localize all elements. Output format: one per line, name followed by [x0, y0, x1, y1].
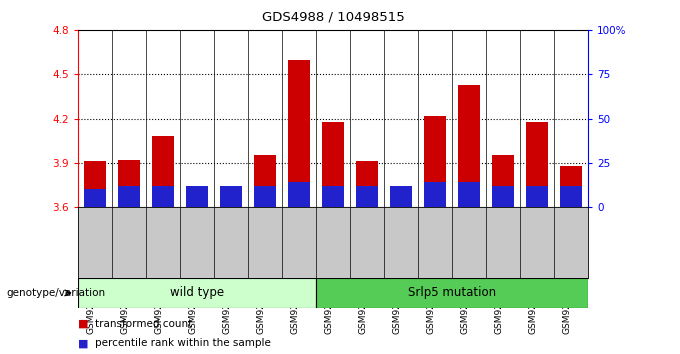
Bar — [390, 188, 412, 207]
Bar — [316, 278, 588, 308]
Bar — [560, 166, 582, 207]
Text: transformed count: transformed count — [95, 319, 192, 329]
Bar — [152, 186, 174, 207]
Bar — [424, 116, 446, 207]
Bar — [118, 186, 140, 207]
Text: Srlp5 mutation: Srlp5 mutation — [408, 286, 496, 299]
Bar — [492, 186, 514, 207]
Bar — [220, 188, 242, 207]
Bar — [186, 197, 208, 207]
Bar — [526, 186, 548, 207]
Bar — [356, 161, 378, 207]
Bar — [78, 278, 316, 308]
Bar — [322, 121, 344, 207]
Bar — [186, 186, 208, 207]
Bar — [356, 186, 378, 207]
Bar — [526, 121, 548, 207]
Bar — [560, 186, 582, 207]
Bar — [84, 161, 106, 207]
Bar — [424, 182, 446, 207]
Bar — [458, 85, 480, 207]
Bar — [220, 186, 242, 207]
Bar — [322, 186, 344, 207]
Bar — [288, 182, 310, 207]
Bar — [458, 182, 480, 207]
Bar — [390, 186, 412, 207]
Bar — [254, 155, 276, 207]
Bar — [288, 59, 310, 207]
Bar — [492, 155, 514, 207]
Bar — [152, 136, 174, 207]
Text: wild type: wild type — [170, 286, 224, 299]
Bar — [84, 189, 106, 207]
Text: genotype/variation: genotype/variation — [7, 288, 106, 298]
Text: GDS4988 / 10498515: GDS4988 / 10498515 — [262, 11, 405, 24]
Text: ■: ■ — [78, 319, 88, 329]
Bar — [254, 186, 276, 207]
Bar — [118, 160, 140, 207]
Text: percentile rank within the sample: percentile rank within the sample — [95, 338, 271, 348]
Text: ■: ■ — [78, 338, 88, 348]
